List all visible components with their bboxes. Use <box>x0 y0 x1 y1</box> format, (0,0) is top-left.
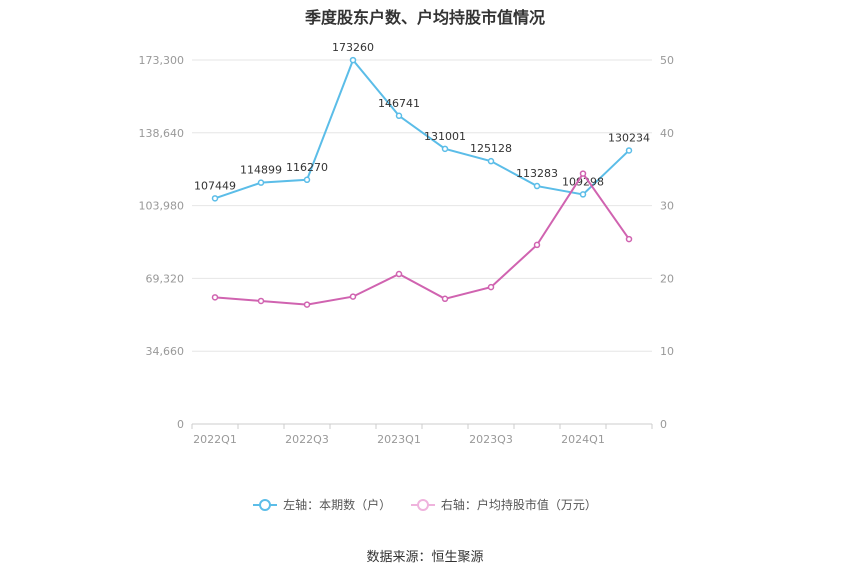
data-point-right <box>533 241 541 249</box>
left-axis-tick-label: 103,980 <box>139 200 185 213</box>
data-point-left <box>211 195 219 202</box>
data-label: 116270 <box>286 161 328 174</box>
x-axis-tick-label: 2023Q3 <box>469 433 513 446</box>
data-label: 130234 <box>608 131 650 144</box>
data-point-left <box>625 147 633 154</box>
left-axis-tick-label: 173,300 <box>139 54 185 67</box>
data-point-right <box>579 170 587 177</box>
right-axis-tick-label: 20 <box>660 272 674 285</box>
data-point-left <box>441 145 449 153</box>
data-point-left <box>533 182 541 190</box>
data-source-note: 数据来源：恒生聚源 <box>366 550 484 565</box>
x-axis-tick-label: 2022Q1 <box>193 433 237 446</box>
data-point-left <box>349 56 357 64</box>
data-label: 113283 <box>516 167 558 180</box>
data-point-left <box>257 179 265 186</box>
right-axis-tick-label: 0 <box>660 418 667 431</box>
data-label: 114899 <box>240 164 282 177</box>
data-point-right <box>441 295 449 303</box>
data-label: 107449 <box>194 179 236 192</box>
legend-item-right-series[interactable]: 右轴：户均持股市值（万元） <box>410 496 597 513</box>
data-label: 125128 <box>470 142 512 155</box>
legend-label-right: 右轴：户均持股市值（万元） <box>440 498 597 512</box>
series-line-left <box>214 58 630 200</box>
left-axis-tick-label: 69,320 <box>146 272 185 285</box>
legend-swatch-left <box>253 498 278 511</box>
data-point-left <box>395 112 403 120</box>
data-point-right <box>625 235 633 243</box>
right-axis-tick-label: 10 <box>660 345 674 358</box>
x-axis-tick-label: 2024Q1 <box>561 433 605 446</box>
data-point-right <box>303 301 311 308</box>
data-point-left <box>579 191 587 198</box>
legend: 左轴：本期数（户） 右轴：户均持股市值（万元） <box>0 496 850 514</box>
data-point-right <box>487 283 495 291</box>
data-point-right <box>257 297 265 305</box>
data-label: 109298 <box>562 175 604 188</box>
data-label: 146741 <box>378 97 420 110</box>
right-axis-tick-label: 30 <box>660 200 674 213</box>
chart-title: 季度股东户数、户均持股市值情况 <box>304 8 545 27</box>
right-axis-tick-label: 40 <box>660 127 674 140</box>
left-axis-tick-label: 138,640 <box>139 127 185 140</box>
data-point-left <box>487 157 495 165</box>
x-axis-tick-label: 2022Q3 <box>285 433 329 446</box>
legend-swatch-right <box>410 498 435 511</box>
right-axis-tick-label: 50 <box>660 54 674 67</box>
left-axis-tick-label: 0 <box>177 418 184 431</box>
legend-item-left-series[interactable]: 左轴：本期数（户） <box>253 496 391 513</box>
legend-label-left: 左轴：本期数（户） <box>283 498 392 512</box>
data-point-left <box>303 176 311 184</box>
data-point-right <box>211 294 219 301</box>
series-line-right <box>214 171 630 306</box>
data-point-right <box>395 270 403 278</box>
x-axis-tick-label: 2023Q1 <box>377 433 421 446</box>
data-point-right <box>349 293 357 300</box>
data-label: 131001 <box>424 130 466 143</box>
data-label: 173260 <box>332 41 374 54</box>
left-axis-tick-label: 34,660 <box>146 345 185 358</box>
